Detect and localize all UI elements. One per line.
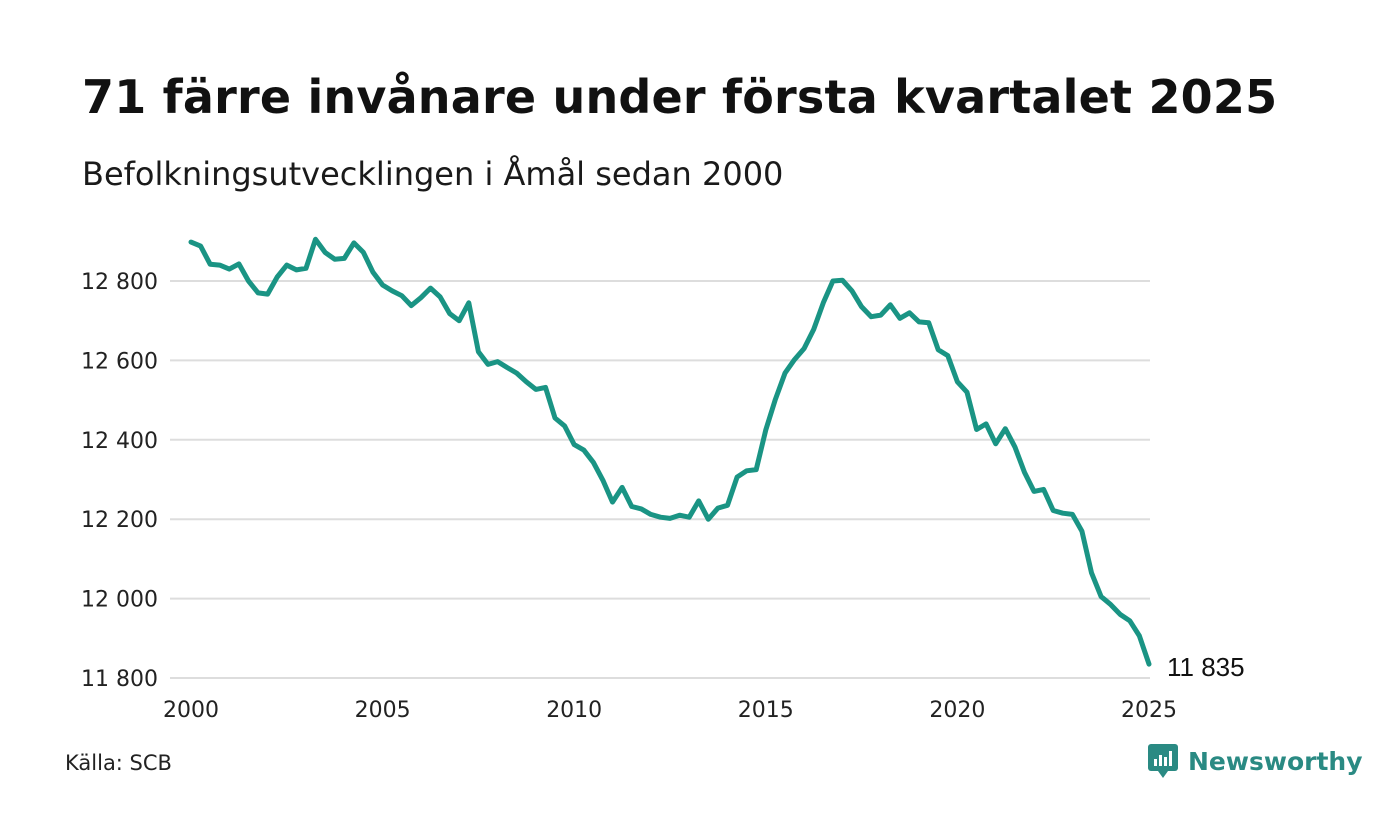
brand-name: Newsworthy [1188,746,1363,776]
grid-layer [170,280,1150,679]
x-axis-labels: 2000 2005 2010 2015 2020 2025 [163,698,1177,723]
y-tick-label: 12 000 [81,588,158,613]
x-tick-label: 2015 [738,698,794,723]
series-layer: 11 835 [188,236,1245,682]
end-value-label: 11 835 [1167,652,1245,682]
y-axis-labels: 11 800 12 000 12 200 12 400 12 600 12 800 [81,270,158,692]
x-tick-label: 2005 [355,698,411,723]
y-tick-label: 12 400 [81,429,158,454]
brand[interactable]: Newsworthy [1148,744,1363,778]
source-note: Källa: SCB [65,751,172,775]
x-tick-label: 2020 [929,698,985,723]
x-tick-label: 2010 [546,698,602,723]
newsworthy-logo-icon [1148,744,1178,778]
x-tick-label: 2000 [163,698,219,723]
y-tick-label: 11 800 [81,667,158,692]
chart-title: 71 färre invånare under första kvartalet… [82,70,1278,124]
y-tick-label: 12 200 [81,508,158,533]
chart-subtitle: Befolkningsutvecklingen i Åmål sedan 200… [82,155,784,193]
y-tick-label: 12 600 [81,349,158,374]
series-line [188,236,1152,667]
x-tick-label: 2025 [1121,698,1177,723]
y-tick-label: 12 800 [81,270,158,295]
